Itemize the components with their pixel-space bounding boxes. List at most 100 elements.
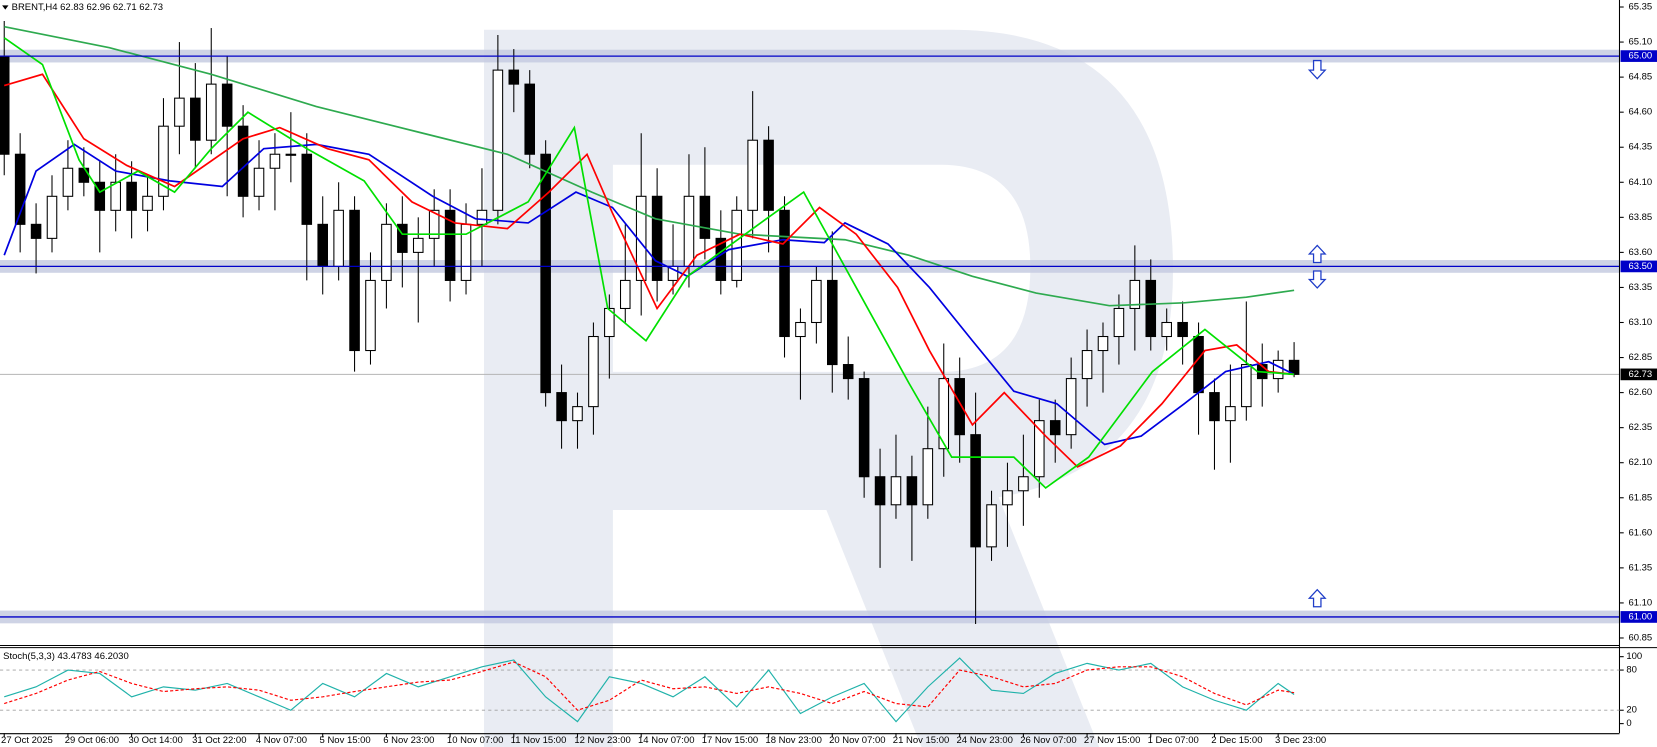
- candle-body: [1193, 335, 1204, 394]
- candle-body: [811, 279, 822, 324]
- level-label-box: [1620, 260, 1657, 273]
- y-tick-label: 61.35: [1628, 562, 1652, 573]
- candle-body: [317, 223, 328, 267]
- candle-body: [158, 125, 169, 197]
- candle-body: [619, 279, 631, 310]
- y-tick-label: 62.35: [1628, 422, 1652, 433]
- candle-body: [588, 335, 599, 408]
- level-label: 63.50: [1628, 261, 1652, 272]
- y-tick-label: 80: [1626, 665, 1637, 676]
- y-tick-label: 63.10: [1628, 317, 1652, 328]
- arrow-down: [1307, 59, 1327, 80]
- x-tick-label: 30 Oct 14:00: [128, 735, 182, 746]
- candle-body: [795, 321, 806, 338]
- x-tick-label: 21 Nov 15:00: [893, 735, 949, 746]
- candle-body: [381, 223, 392, 281]
- candle-body: [970, 434, 981, 548]
- candle-body: [174, 97, 185, 127]
- x-tick-label: 24 Nov 23:00: [957, 735, 1013, 746]
- x-tick-label: 1 Dec 07:00: [1148, 735, 1199, 746]
- candle-body: [397, 223, 408, 253]
- arrows: [1307, 59, 1327, 608]
- candle-body: [604, 307, 615, 338]
- candle-body: [237, 125, 249, 197]
- x-tick-label: 18 Nov 23:00: [765, 735, 821, 746]
- x-tick-label: 26 Nov 07:00: [1020, 735, 1076, 746]
- candle-body: [1081, 350, 1093, 380]
- candle-body: [858, 378, 870, 478]
- candle-body: [46, 195, 58, 239]
- stochastic-line: [4, 661, 1295, 711]
- candle-body: [1129, 279, 1141, 310]
- last-price-label: 62.73: [1628, 369, 1652, 380]
- candle-body: [842, 364, 854, 380]
- candle-body: [1272, 359, 1284, 380]
- candle-body: [954, 378, 965, 436]
- level-label: 65.00: [1628, 51, 1652, 62]
- candle-body: [333, 209, 344, 267]
- candle-body: [14, 153, 26, 225]
- candle-body: [78, 167, 90, 183]
- x-tick-label: 29 Oct 06:00: [65, 735, 119, 746]
- x-tick-label: 14 Nov 07:00: [638, 735, 694, 746]
- candle-body: [763, 139, 774, 211]
- candle-body: [922, 448, 934, 506]
- y-tick-label: 64.85: [1628, 72, 1652, 83]
- x-tick-label: 27 Nov 15:00: [1084, 735, 1140, 746]
- y-tick-label: 65.10: [1628, 37, 1652, 48]
- candle-body: [110, 181, 121, 211]
- candle-body: [906, 476, 918, 506]
- x-tick-label: 2 Dec 15:00: [1211, 735, 1262, 746]
- x-tick-label: 6 Nov 23:00: [383, 735, 434, 746]
- y-tick-label: 62.60: [1628, 387, 1652, 398]
- candle-body: [874, 476, 886, 506]
- y-tick-label: 60.85: [1628, 632, 1652, 643]
- arrow-up: [1307, 588, 1327, 608]
- candle-body: [556, 392, 567, 422]
- candle-body: [221, 83, 233, 127]
- x-tick-label: 4 Nov 07:00: [256, 735, 307, 746]
- candle-body: [1097, 335, 1109, 352]
- y-tick-label: 62.85: [1628, 352, 1652, 363]
- y-tick-label: 61.60: [1628, 527, 1652, 538]
- candle-body: [62, 167, 74, 197]
- candle-body: [1209, 392, 1220, 422]
- moving-average-line: [3, 73, 1295, 468]
- indicator-title: Stoch(5,3,3) 43.4783 46.2030: [3, 651, 129, 662]
- candle-body: [1049, 420, 1061, 436]
- y-tick-label: 61.85: [1628, 492, 1652, 503]
- candle-body: [890, 476, 902, 506]
- y-tick-label: 100: [1626, 651, 1642, 662]
- y-tick-label: 20: [1626, 705, 1637, 716]
- candle-body: [938, 378, 950, 450]
- candle-body: [1177, 321, 1188, 338]
- candle-body: [1225, 406, 1236, 422]
- candle-body: [827, 279, 838, 366]
- candle-body: [508, 69, 520, 85]
- candle-body: [269, 153, 281, 169]
- candle-body: [1065, 378, 1077, 436]
- candle-body: [572, 406, 583, 422]
- candle-body: [1161, 321, 1172, 338]
- candle-body: [301, 153, 313, 225]
- candle-body: [94, 181, 106, 211]
- candle-body: [524, 83, 536, 155]
- candle-body: [476, 209, 488, 225]
- y-tick-label: 63.35: [1628, 282, 1652, 293]
- candle-body: [651, 195, 663, 281]
- candle-body: [365, 279, 376, 352]
- arrow-up: [1307, 244, 1327, 264]
- y-tick-label: 0: [1626, 718, 1631, 729]
- y-tick-label: 64.60: [1628, 107, 1652, 118]
- x-tick-label: 17 Nov 15:00: [702, 735, 758, 746]
- x-tick-label: 10 Nov 07:00: [447, 735, 503, 746]
- candle-body: [1113, 307, 1125, 338]
- candle-body: [205, 83, 217, 141]
- candle-body: [126, 181, 137, 211]
- candle-body: [428, 209, 440, 239]
- candle-body: [349, 209, 360, 352]
- candle-body: [492, 69, 504, 211]
